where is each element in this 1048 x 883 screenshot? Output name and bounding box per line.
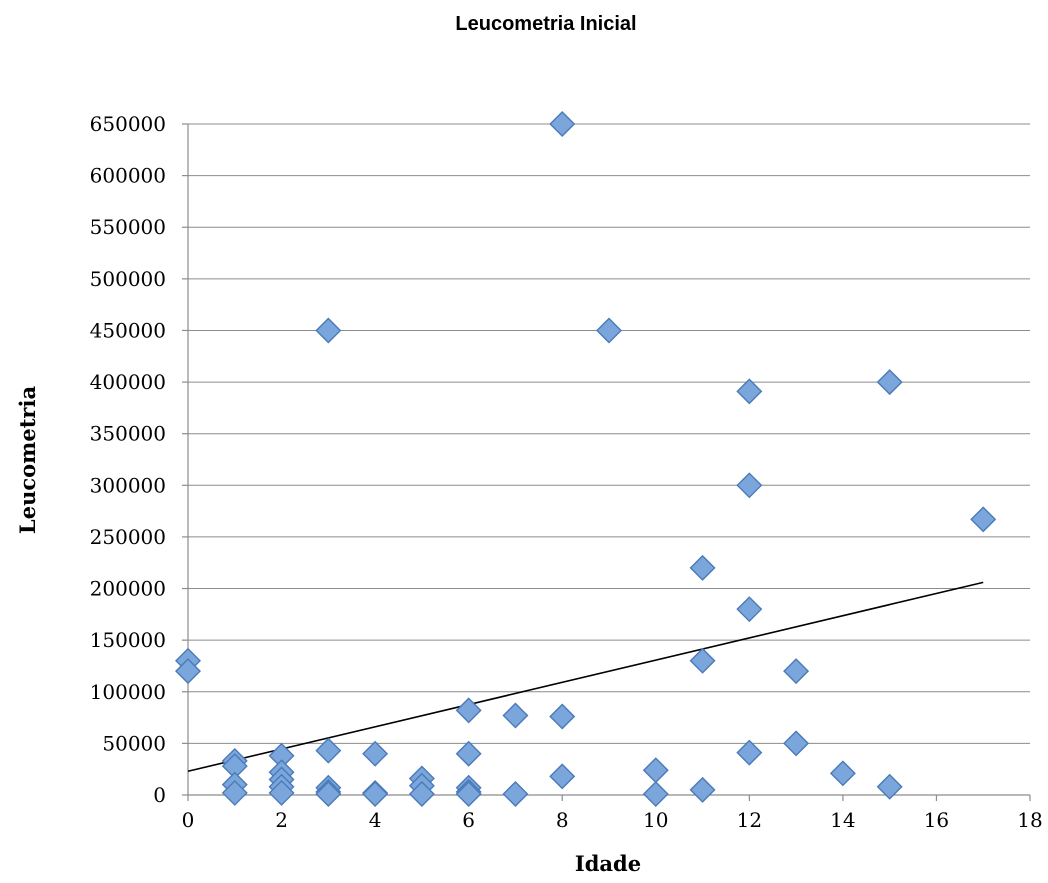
data-points-layer bbox=[175, 111, 997, 807]
data-point bbox=[736, 472, 763, 499]
x-tick-label: 18 bbox=[1017, 808, 1042, 832]
y-axis-title: Leucometria bbox=[15, 386, 40, 535]
data-point bbox=[408, 780, 435, 807]
data-point bbox=[455, 697, 482, 724]
trendline bbox=[187, 581, 984, 773]
data-point bbox=[689, 647, 716, 674]
data-point bbox=[315, 780, 342, 807]
x-tick-label: 6 bbox=[462, 808, 475, 832]
y-tick-label: 550000 bbox=[90, 215, 166, 239]
x-tick-label: 14 bbox=[830, 808, 855, 832]
y-tick-label: 400000 bbox=[90, 370, 166, 394]
data-point bbox=[362, 780, 389, 807]
y-tick-label: 600000 bbox=[90, 164, 166, 188]
axis-layer bbox=[182, 123, 1031, 801]
y-tick-label: 250000 bbox=[90, 525, 166, 549]
x-tick-label: 2 bbox=[275, 808, 288, 832]
y-tick-label: 450000 bbox=[90, 318, 166, 342]
data-point bbox=[175, 658, 201, 685]
data-point bbox=[221, 779, 248, 806]
chart-title: Leucometria Inicial bbox=[455, 13, 636, 35]
data-point bbox=[315, 317, 342, 344]
x-tick-label: 0 bbox=[182, 808, 195, 832]
y-tick-label: 350000 bbox=[90, 422, 166, 446]
data-point bbox=[689, 776, 716, 803]
y-tick-labels: 0 50000 100000 150000 200000 250000 300000 3500… bbox=[90, 112, 166, 807]
data-point bbox=[783, 730, 810, 757]
grid-layer bbox=[188, 123, 1030, 744]
data-point bbox=[736, 378, 763, 405]
x-axis-title: Idade bbox=[575, 851, 641, 876]
trendline-layer bbox=[187, 581, 984, 773]
data-point bbox=[502, 702, 529, 729]
data-point bbox=[642, 757, 669, 784]
y-tick-label: 50000 bbox=[102, 731, 166, 755]
data-point bbox=[642, 780, 669, 807]
x-tick-labels: 0 2 4 6 8 10 12 14 16 18 bbox=[182, 808, 1043, 832]
x-tick-label: 8 bbox=[556, 808, 569, 832]
data-point bbox=[455, 780, 482, 807]
data-point bbox=[362, 740, 389, 767]
data-point bbox=[876, 773, 903, 800]
x-tick-label: 16 bbox=[924, 808, 949, 832]
data-point bbox=[268, 779, 295, 806]
data-point bbox=[455, 740, 482, 767]
data-point bbox=[689, 554, 716, 581]
data-point bbox=[549, 763, 576, 790]
y-tick-label: 650000 bbox=[90, 112, 166, 136]
y-tick-label: 500000 bbox=[90, 267, 166, 291]
data-point bbox=[829, 760, 856, 787]
data-point bbox=[970, 506, 997, 533]
y-tick-label: 100000 bbox=[90, 680, 166, 704]
data-point bbox=[736, 596, 763, 623]
y-tick-label: 300000 bbox=[90, 473, 166, 497]
data-point bbox=[549, 111, 576, 137]
data-point bbox=[596, 317, 622, 344]
data-point bbox=[736, 739, 763, 766]
data-point bbox=[502, 780, 529, 807]
y-tick-label: 200000 bbox=[90, 577, 166, 601]
y-tick-label: 150000 bbox=[90, 628, 166, 652]
data-point bbox=[876, 369, 903, 396]
data-point bbox=[783, 658, 810, 685]
data-point bbox=[549, 703, 576, 730]
x-tick-label: 4 bbox=[369, 808, 382, 832]
data-point bbox=[315, 737, 342, 764]
y-tick-label: 0 bbox=[153, 783, 166, 807]
x-tick-label: 10 bbox=[643, 808, 668, 832]
x-tick-label: 12 bbox=[737, 808, 762, 832]
